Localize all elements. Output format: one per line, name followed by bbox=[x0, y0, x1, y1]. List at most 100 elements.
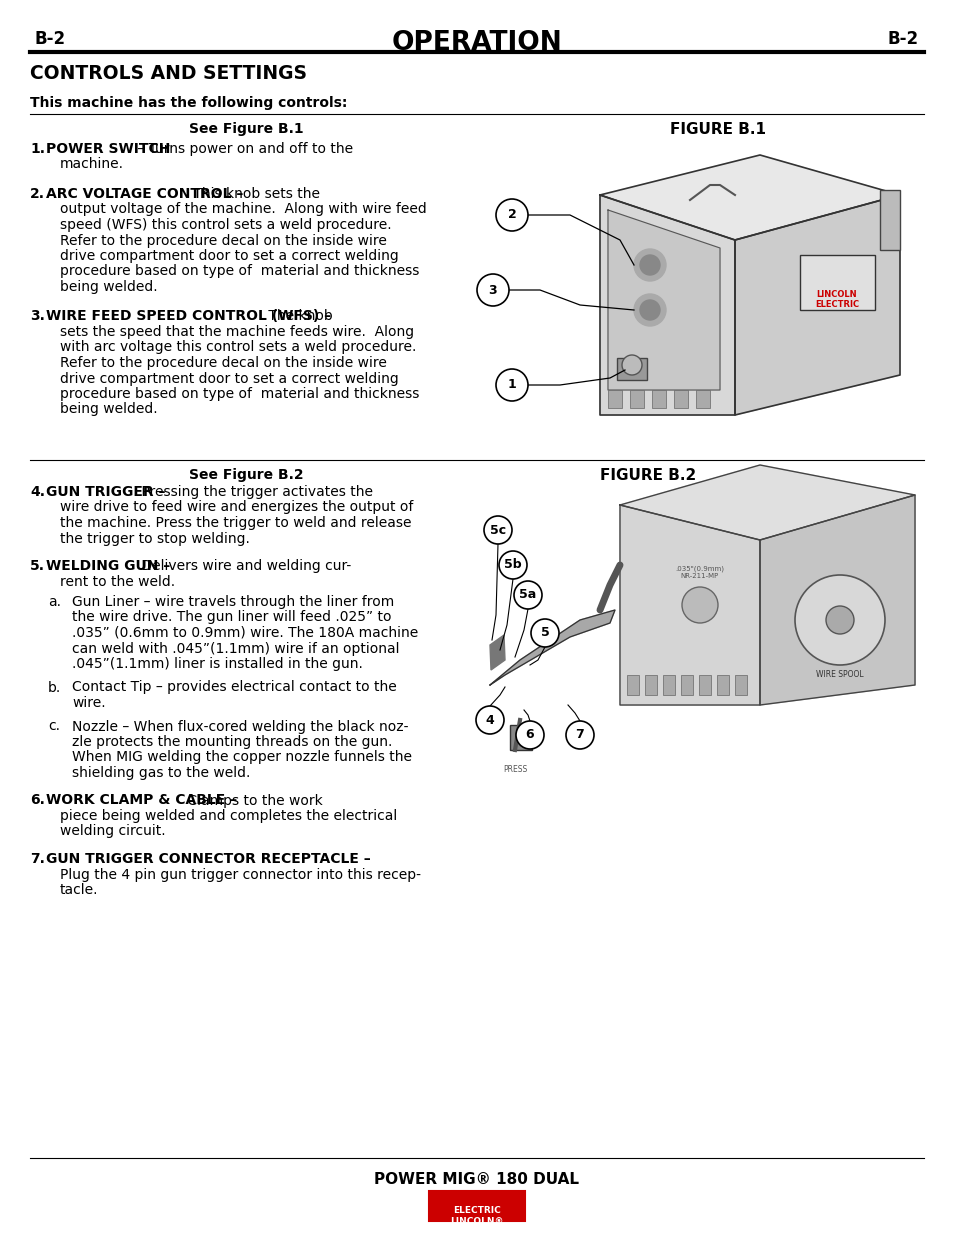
Circle shape bbox=[483, 516, 512, 543]
Text: Refer to the procedure decal on the inside wire: Refer to the procedure decal on the insi… bbox=[60, 233, 387, 247]
Text: welding circuit.: welding circuit. bbox=[60, 825, 166, 839]
Circle shape bbox=[514, 580, 541, 609]
Circle shape bbox=[621, 354, 641, 375]
Bar bbox=[617, 358, 646, 380]
Text: zle protects the mounting threads on the gun.: zle protects the mounting threads on the… bbox=[71, 735, 392, 748]
Circle shape bbox=[794, 576, 884, 664]
Bar bbox=[629, 390, 643, 408]
Text: 4: 4 bbox=[485, 714, 494, 726]
Polygon shape bbox=[734, 195, 899, 415]
Bar bbox=[673, 390, 687, 408]
Text: sets the speed that the machine feeds wire.  Along: sets the speed that the machine feeds wi… bbox=[60, 325, 414, 338]
Circle shape bbox=[825, 606, 853, 634]
Text: 5.: 5. bbox=[30, 559, 45, 573]
Text: wire drive to feed wire and energizes the output of: wire drive to feed wire and energizes th… bbox=[60, 500, 413, 515]
Polygon shape bbox=[490, 610, 615, 685]
Circle shape bbox=[498, 551, 526, 579]
Text: the wire drive. The gun liner will feed .025” to: the wire drive. The gun liner will feed … bbox=[71, 610, 391, 625]
Text: – Turns power on and off to the: – Turns power on and off to the bbox=[132, 142, 353, 156]
Circle shape bbox=[476, 706, 503, 734]
Text: LINCOLN: LINCOLN bbox=[816, 290, 857, 299]
Bar bbox=[680, 676, 692, 695]
Text: PRESS: PRESS bbox=[502, 764, 527, 774]
Bar bbox=[510, 725, 532, 750]
Text: 5c: 5c bbox=[490, 524, 505, 536]
Polygon shape bbox=[599, 195, 734, 415]
Text: B-2: B-2 bbox=[35, 30, 66, 48]
Text: GUN TRIGGER –: GUN TRIGGER – bbox=[46, 485, 165, 499]
Circle shape bbox=[634, 249, 665, 282]
Polygon shape bbox=[760, 495, 914, 705]
Text: Refer to the procedure decal on the inside wire: Refer to the procedure decal on the insi… bbox=[60, 356, 387, 370]
Text: b.: b. bbox=[48, 680, 61, 694]
Text: 1.: 1. bbox=[30, 142, 45, 156]
Polygon shape bbox=[599, 156, 899, 240]
Circle shape bbox=[565, 721, 594, 748]
Text: Delivers wire and welding cur-: Delivers wire and welding cur- bbox=[137, 559, 351, 573]
Text: POWER SWITCH: POWER SWITCH bbox=[46, 142, 171, 156]
Text: 6: 6 bbox=[525, 729, 534, 741]
Text: OPERATION: OPERATION bbox=[392, 30, 561, 56]
Text: Pressing the trigger activates the: Pressing the trigger activates the bbox=[137, 485, 373, 499]
Text: piece being welded and completes the electrical: piece being welded and completes the ele… bbox=[60, 809, 396, 823]
Text: procedure based on type of  material and thickness: procedure based on type of material and … bbox=[60, 264, 419, 279]
Text: B-2: B-2 bbox=[887, 30, 918, 48]
Text: ELECTRIC: ELECTRIC bbox=[453, 1207, 500, 1215]
Text: Plug the 4 pin gun trigger connector into this recep-: Plug the 4 pin gun trigger connector int… bbox=[60, 867, 420, 882]
Bar bbox=[734, 676, 746, 695]
Text: 1: 1 bbox=[507, 378, 516, 391]
Circle shape bbox=[639, 254, 659, 275]
Polygon shape bbox=[619, 505, 760, 705]
Text: 2.: 2. bbox=[30, 186, 45, 201]
Text: This knob sets the: This knob sets the bbox=[189, 186, 319, 201]
Text: WELDING GUN –: WELDING GUN – bbox=[46, 559, 170, 573]
Text: 5b: 5b bbox=[503, 558, 521, 572]
Text: procedure based on type of  material and thickness: procedure based on type of material and … bbox=[60, 387, 419, 401]
Text: ARC VOLTAGE CONTROL –: ARC VOLTAGE CONTROL – bbox=[46, 186, 243, 201]
Text: tacle.: tacle. bbox=[60, 883, 98, 897]
Text: can weld with .045”(1.1mm) wire if an optional: can weld with .045”(1.1mm) wire if an op… bbox=[71, 641, 399, 656]
Bar bbox=[644, 676, 657, 695]
Text: When MIG welding the copper nozzle funnels the: When MIG welding the copper nozzle funne… bbox=[71, 751, 412, 764]
Text: GUN TRIGGER CONNECTOR RECEPTACLE –: GUN TRIGGER CONNECTOR RECEPTACLE – bbox=[46, 852, 371, 866]
Circle shape bbox=[634, 294, 665, 326]
Text: the machine. Press the trigger to weld and release: the machine. Press the trigger to weld a… bbox=[60, 516, 411, 530]
Bar bbox=[800, 254, 874, 310]
Text: output voltage of the machine.  Along with wire feed: output voltage of the machine. Along wit… bbox=[60, 203, 426, 216]
Text: ELECTRIC: ELECTRIC bbox=[814, 300, 858, 309]
Text: wire.: wire. bbox=[71, 697, 106, 710]
Circle shape bbox=[639, 300, 659, 320]
Text: speed (WFS) this control sets a weld procedure.: speed (WFS) this control sets a weld pro… bbox=[60, 219, 392, 232]
Text: 7.: 7. bbox=[30, 852, 45, 866]
Text: with arc voltage this control sets a weld procedure.: with arc voltage this control sets a wel… bbox=[60, 341, 416, 354]
Text: Clamps to the work: Clamps to the work bbox=[183, 794, 322, 808]
Bar bbox=[662, 676, 675, 695]
Polygon shape bbox=[619, 466, 914, 540]
Circle shape bbox=[516, 721, 543, 748]
Text: WIRE FEED SPEED CONTROL (WFS) –: WIRE FEED SPEED CONTROL (WFS) – bbox=[46, 310, 331, 324]
Text: being welded.: being welded. bbox=[60, 280, 157, 294]
Text: See Figure B.1: See Figure B.1 bbox=[189, 122, 303, 136]
Circle shape bbox=[496, 199, 527, 231]
Bar bbox=[699, 676, 710, 695]
Text: FIGURE B.1: FIGURE B.1 bbox=[669, 122, 765, 137]
Text: being welded.: being welded. bbox=[60, 403, 157, 416]
Text: .035” (0.6mm to 0.9mm) wire. The 180A machine: .035” (0.6mm to 0.9mm) wire. The 180A ma… bbox=[71, 626, 417, 640]
Circle shape bbox=[476, 274, 509, 306]
Text: 2: 2 bbox=[507, 209, 516, 221]
Text: CONTROLS AND SETTINGS: CONTROLS AND SETTINGS bbox=[30, 64, 307, 83]
Circle shape bbox=[496, 369, 527, 401]
Text: shielding gas to the weld.: shielding gas to the weld. bbox=[71, 766, 250, 781]
Text: The knob: The knob bbox=[264, 310, 333, 324]
Bar bbox=[717, 676, 728, 695]
Text: FIGURE B.2: FIGURE B.2 bbox=[599, 468, 696, 483]
Text: machine.: machine. bbox=[60, 158, 124, 172]
Text: 4.: 4. bbox=[30, 485, 45, 499]
Bar bbox=[626, 676, 639, 695]
Bar bbox=[429, 1191, 524, 1221]
Text: 7: 7 bbox=[575, 729, 584, 741]
Text: drive compartment door to set a correct welding: drive compartment door to set a correct … bbox=[60, 249, 398, 263]
Text: POWER MIG® 180 DUAL: POWER MIG® 180 DUAL bbox=[375, 1172, 578, 1187]
Text: This machine has the following controls:: This machine has the following controls: bbox=[30, 96, 347, 110]
Text: See Figure B.2: See Figure B.2 bbox=[189, 468, 303, 482]
